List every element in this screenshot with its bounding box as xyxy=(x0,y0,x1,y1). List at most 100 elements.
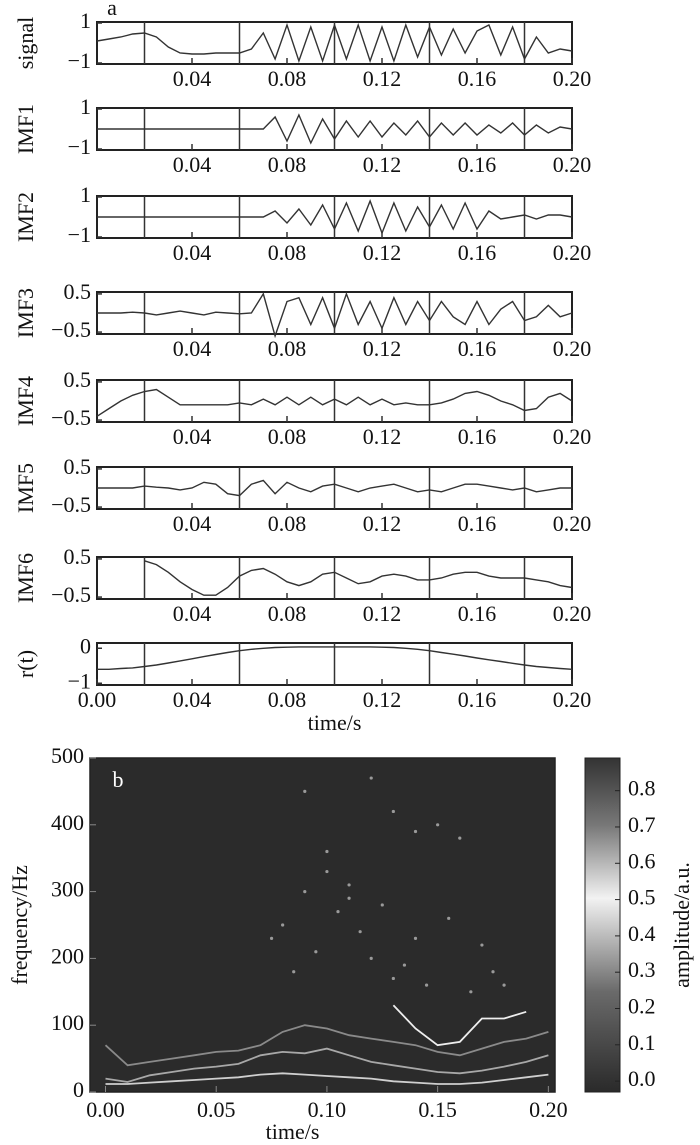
spectral-point xyxy=(358,930,362,934)
x-tick-label: 0.00 xyxy=(86,1097,125,1122)
spectral-point xyxy=(480,943,484,947)
signal-line xyxy=(97,479,572,497)
signal-line xyxy=(97,646,573,670)
x-tick-label: 0.20 xyxy=(553,687,592,712)
x-tick-label: 0.16 xyxy=(458,424,497,449)
colorbar xyxy=(584,757,621,1093)
x-tick-label: 0.20 xyxy=(553,424,592,449)
x-tick-label: 0.12 xyxy=(363,511,402,536)
spectral-point xyxy=(413,829,418,834)
x-tick-label: 0.20 xyxy=(553,152,592,177)
colorbar-tick-label: 0.7 xyxy=(628,812,656,837)
spectral-point xyxy=(436,823,440,827)
y-tick-label: 1 xyxy=(80,94,91,119)
y-tick-label: 1 xyxy=(80,8,91,33)
x-tick-label: 0.12 xyxy=(363,687,402,712)
signal-line xyxy=(144,560,573,596)
spectral-point xyxy=(369,956,373,961)
y-axis-label: IMF5 xyxy=(13,463,38,513)
panel-label: a xyxy=(107,0,117,20)
frequency-ridge xyxy=(104,1024,549,1067)
spectral-point xyxy=(402,963,407,967)
x-tick-label: 0.08 xyxy=(268,601,307,626)
y-tick-label: 0.5 xyxy=(64,544,92,569)
y-axis-label: signal xyxy=(13,17,38,70)
spectral-point xyxy=(380,903,384,907)
x-tick-label: 0.08 xyxy=(268,66,307,91)
x-tick-label: 0.20 xyxy=(553,336,592,361)
spectral-point xyxy=(413,936,418,940)
spectral-point xyxy=(336,910,340,914)
y-tick-label: −1 xyxy=(68,48,91,73)
x-tick-label: 0.04 xyxy=(173,152,212,177)
signal-line xyxy=(97,113,573,145)
spectral-point xyxy=(269,936,274,940)
spectral-point xyxy=(303,789,307,794)
colorbar-label: amplitude/a.u. xyxy=(669,862,694,988)
x-tick-label: 0.04 xyxy=(173,687,212,712)
frequency-ridge xyxy=(105,1072,549,1085)
x-tick-label: 0.10 xyxy=(308,1097,347,1122)
x-tick-label: 0.16 xyxy=(458,601,497,626)
y-axis-label: IMF3 xyxy=(13,288,38,338)
spectral-point xyxy=(491,970,495,974)
spectral-point xyxy=(314,950,318,954)
y-axis-label: frequency/Hz xyxy=(7,865,32,985)
y-tick-label: 0.5 xyxy=(64,454,92,479)
y-tick-label: −0.5 xyxy=(51,317,91,342)
colorbar-tick-label: 0.2 xyxy=(628,994,656,1019)
colorbar-tick-label: 0.5 xyxy=(628,885,656,910)
spectral-point xyxy=(469,990,473,994)
y-tick-label: 1 xyxy=(80,182,91,207)
signal-line xyxy=(96,22,573,64)
x-tick-label: 0.20 xyxy=(553,66,592,91)
signal-line xyxy=(97,291,573,339)
x-tick-label: 0.12 xyxy=(363,152,402,177)
x-tick-label: 0.04 xyxy=(173,66,212,91)
x-tick-label: 0.12 xyxy=(363,66,402,91)
x-tick-label: 0.08 xyxy=(268,240,307,265)
x-tick-label: 0.16 xyxy=(458,336,497,361)
y-tick-label: 0 xyxy=(73,1077,84,1102)
spectral-point xyxy=(347,883,351,887)
spectral-point xyxy=(347,896,351,900)
panel-label: b xyxy=(113,767,124,792)
y-tick-label: 300 xyxy=(51,877,84,902)
x-tick-label: 0.12 xyxy=(363,424,402,449)
y-tick-label: −1 xyxy=(68,222,91,247)
frequency-ridge xyxy=(392,1004,527,1047)
spectral-point xyxy=(292,970,296,974)
colorbar-tick-label: 0.0 xyxy=(628,1066,656,1091)
spectral-point xyxy=(502,983,506,987)
x-tick-label: 0.12 xyxy=(363,336,402,361)
x-tick-label: 0.16 xyxy=(458,66,497,91)
colorbar-tick-label: 0.4 xyxy=(628,921,656,946)
x-axis-label: time/s xyxy=(266,1119,320,1144)
y-tick-label: 200 xyxy=(51,943,84,968)
spectral-point xyxy=(391,976,395,981)
y-tick-label: −0.5 xyxy=(51,492,91,517)
x-axis-label: time/s xyxy=(308,710,362,735)
x-tick-label: 0.08 xyxy=(268,424,307,449)
x-tick-label: 0.16 xyxy=(458,240,497,265)
spectral-point xyxy=(447,916,451,920)
x-tick-label: 0.04 xyxy=(173,601,212,626)
x-tick-label: 0.15 xyxy=(418,1097,457,1122)
y-axis-label: IMF6 xyxy=(13,553,38,603)
y-axis-label: r(t) xyxy=(13,650,38,678)
spectral-point xyxy=(303,890,307,894)
y-tick-label: 0.5 xyxy=(64,279,92,304)
x-tick-label: 0.04 xyxy=(173,511,212,536)
y-axis-label: IMF1 xyxy=(13,104,38,154)
x-tick-label: 0.04 xyxy=(173,240,212,265)
y-tick-label: 0 xyxy=(80,633,91,658)
spectral-point xyxy=(325,849,329,854)
spectral-point xyxy=(424,983,429,987)
y-tick-label: −1 xyxy=(68,134,91,159)
x-tick-label: 0.20 xyxy=(553,240,592,265)
x-tick-label: 0.04 xyxy=(173,336,212,361)
colorbar-tick-label: 0.6 xyxy=(628,848,656,873)
x-tick-label: 0.20 xyxy=(553,601,592,626)
x-tick-label: 0.08 xyxy=(268,511,307,536)
